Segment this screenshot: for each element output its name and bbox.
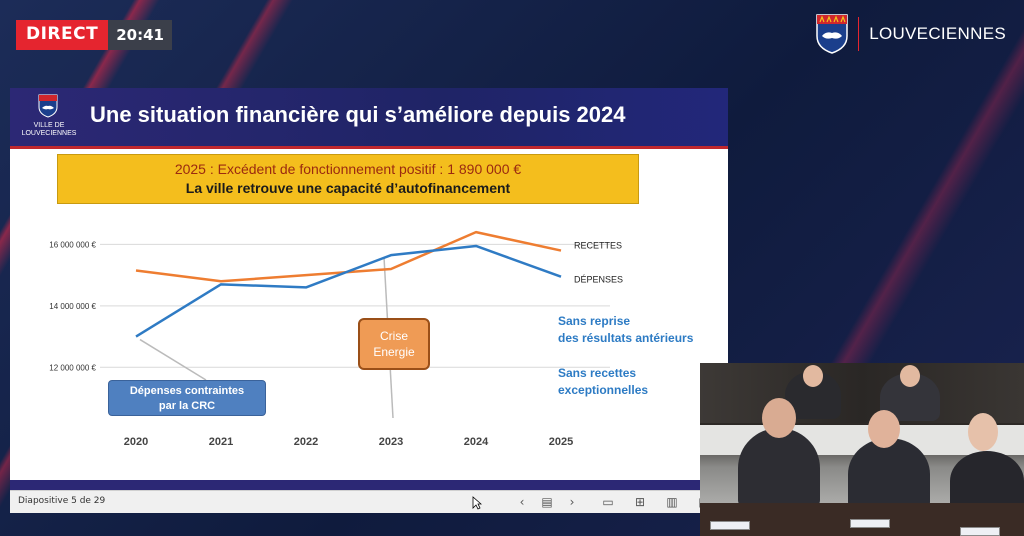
callout-box: 2025 : Excédent de fonctionnement positi… [57, 154, 639, 204]
city-crest-icon [38, 94, 58, 118]
y-tick-label-1: 14 000 000 € [49, 302, 96, 311]
reading-view-icon[interactable]: ▥ [666, 495, 678, 509]
crise-line-2: Energie [373, 345, 415, 359]
brand-name: LOUVECIENNES [869, 24, 1006, 43]
brand-logo: LOUVECIENNES [816, 14, 1006, 54]
y-tick-label-0: 12 000 000 € [49, 363, 96, 372]
room-wall [700, 363, 1024, 423]
x-tick-label-2022: 2022 [294, 436, 318, 448]
name-plate-1 [710, 521, 750, 530]
series-line-recettes [135, 230, 562, 283]
note-sans-reprise: Sans reprise des résultats antérieurs [558, 313, 693, 347]
person-front-right [950, 451, 1024, 511]
person-front-left [738, 428, 820, 508]
note-1-line-2: des résultats antérieurs [558, 331, 694, 345]
crise-energie-callout: Crise Energie [358, 318, 430, 370]
person-front-center [848, 438, 930, 510]
note-2-line-2: exceptionnelles [558, 383, 649, 397]
slide-viewer: VILLE DE LOUVECIENNES Une situation fina… [10, 88, 728, 513]
note-1-line-1: Sans reprise [558, 314, 631, 328]
city-crest-icon [816, 14, 848, 54]
webcam-inset [700, 363, 1024, 536]
series-line-dépenses [135, 244, 562, 338]
sorter-view-icon[interactable]: ⊞ [634, 495, 646, 509]
header-divider [10, 146, 728, 149]
slide-title: Une situation financière qui s’améliore … [90, 102, 626, 127]
crc-callout: Dépenses contraintes par la CRC [108, 380, 266, 416]
normal-view-icon[interactable]: ▭ [602, 495, 614, 509]
line-chart: 12 000 000 € 14 000 000 € 16 000 000 € 2020… [49, 230, 623, 448]
live-badge: DIRECT 20:41 [16, 20, 172, 50]
head-front-right [968, 413, 998, 451]
prev-slide-icon[interactable]: ‹ [519, 495, 525, 509]
brand-separator [858, 17, 860, 51]
direct-label: DIRECT [16, 20, 109, 50]
slide-logo-text: VILLE DE LOUVECIENNES [21, 122, 77, 137]
crise-line-1: Crise [379, 329, 408, 343]
next-slide-icon[interactable]: › [569, 495, 575, 509]
mouse-cursor-icon [472, 496, 482, 510]
x-tick-label-2024: 2024 [464, 436, 489, 448]
series-label-dépenses: DÉPENSES [574, 275, 623, 285]
name-plate-2 [850, 519, 890, 528]
x-tick-label-2025: 2025 [549, 436, 573, 448]
slide-header: VILLE DE LOUVECIENNES Une situation fina… [10, 88, 728, 146]
crc-line-2: par la CRC [158, 400, 216, 412]
head-front-center [868, 410, 900, 448]
slide-footer-bar [10, 480, 728, 490]
name-plate-3 [960, 527, 1000, 536]
note-2-line-1: Sans recettes [558, 366, 637, 380]
series-label-recettes: RECETTES [574, 241, 622, 251]
crc-line-1: Dépenses contraintes [129, 385, 245, 397]
callout-line-2: La ville retrouve une capacité d’autofin… [185, 180, 511, 196]
x-tick-label-2020: 2020 [124, 436, 148, 448]
slide-logo: VILLE DE LOUVECIENNES [16, 92, 82, 142]
x-tick-label-2021: 2021 [209, 436, 233, 448]
callout-line-1: 2025 : Excédent de fonctionnement positi… [174, 161, 522, 177]
slide-menu-icon[interactable]: ▤ [541, 495, 553, 509]
viewer-status-bar: Diapositive 5 de 29 ‹ ▤ › ▭ ⊞ ▥ ▣ [10, 490, 728, 513]
head-back-2 [900, 365, 920, 387]
head-front-left [762, 398, 796, 438]
y-tick-label-2: 16 000 000 € [49, 240, 96, 249]
head-back-1 [803, 365, 823, 387]
note-sans-recettes: Sans recettes exceptionnelles [558, 365, 648, 399]
crc-pointer-line [139, 338, 207, 381]
slide-counter: Diapositive 5 de 29 [18, 496, 106, 506]
stream-clock: 20:41 [108, 20, 172, 50]
x-tick-label-2023: 2023 [379, 436, 403, 448]
